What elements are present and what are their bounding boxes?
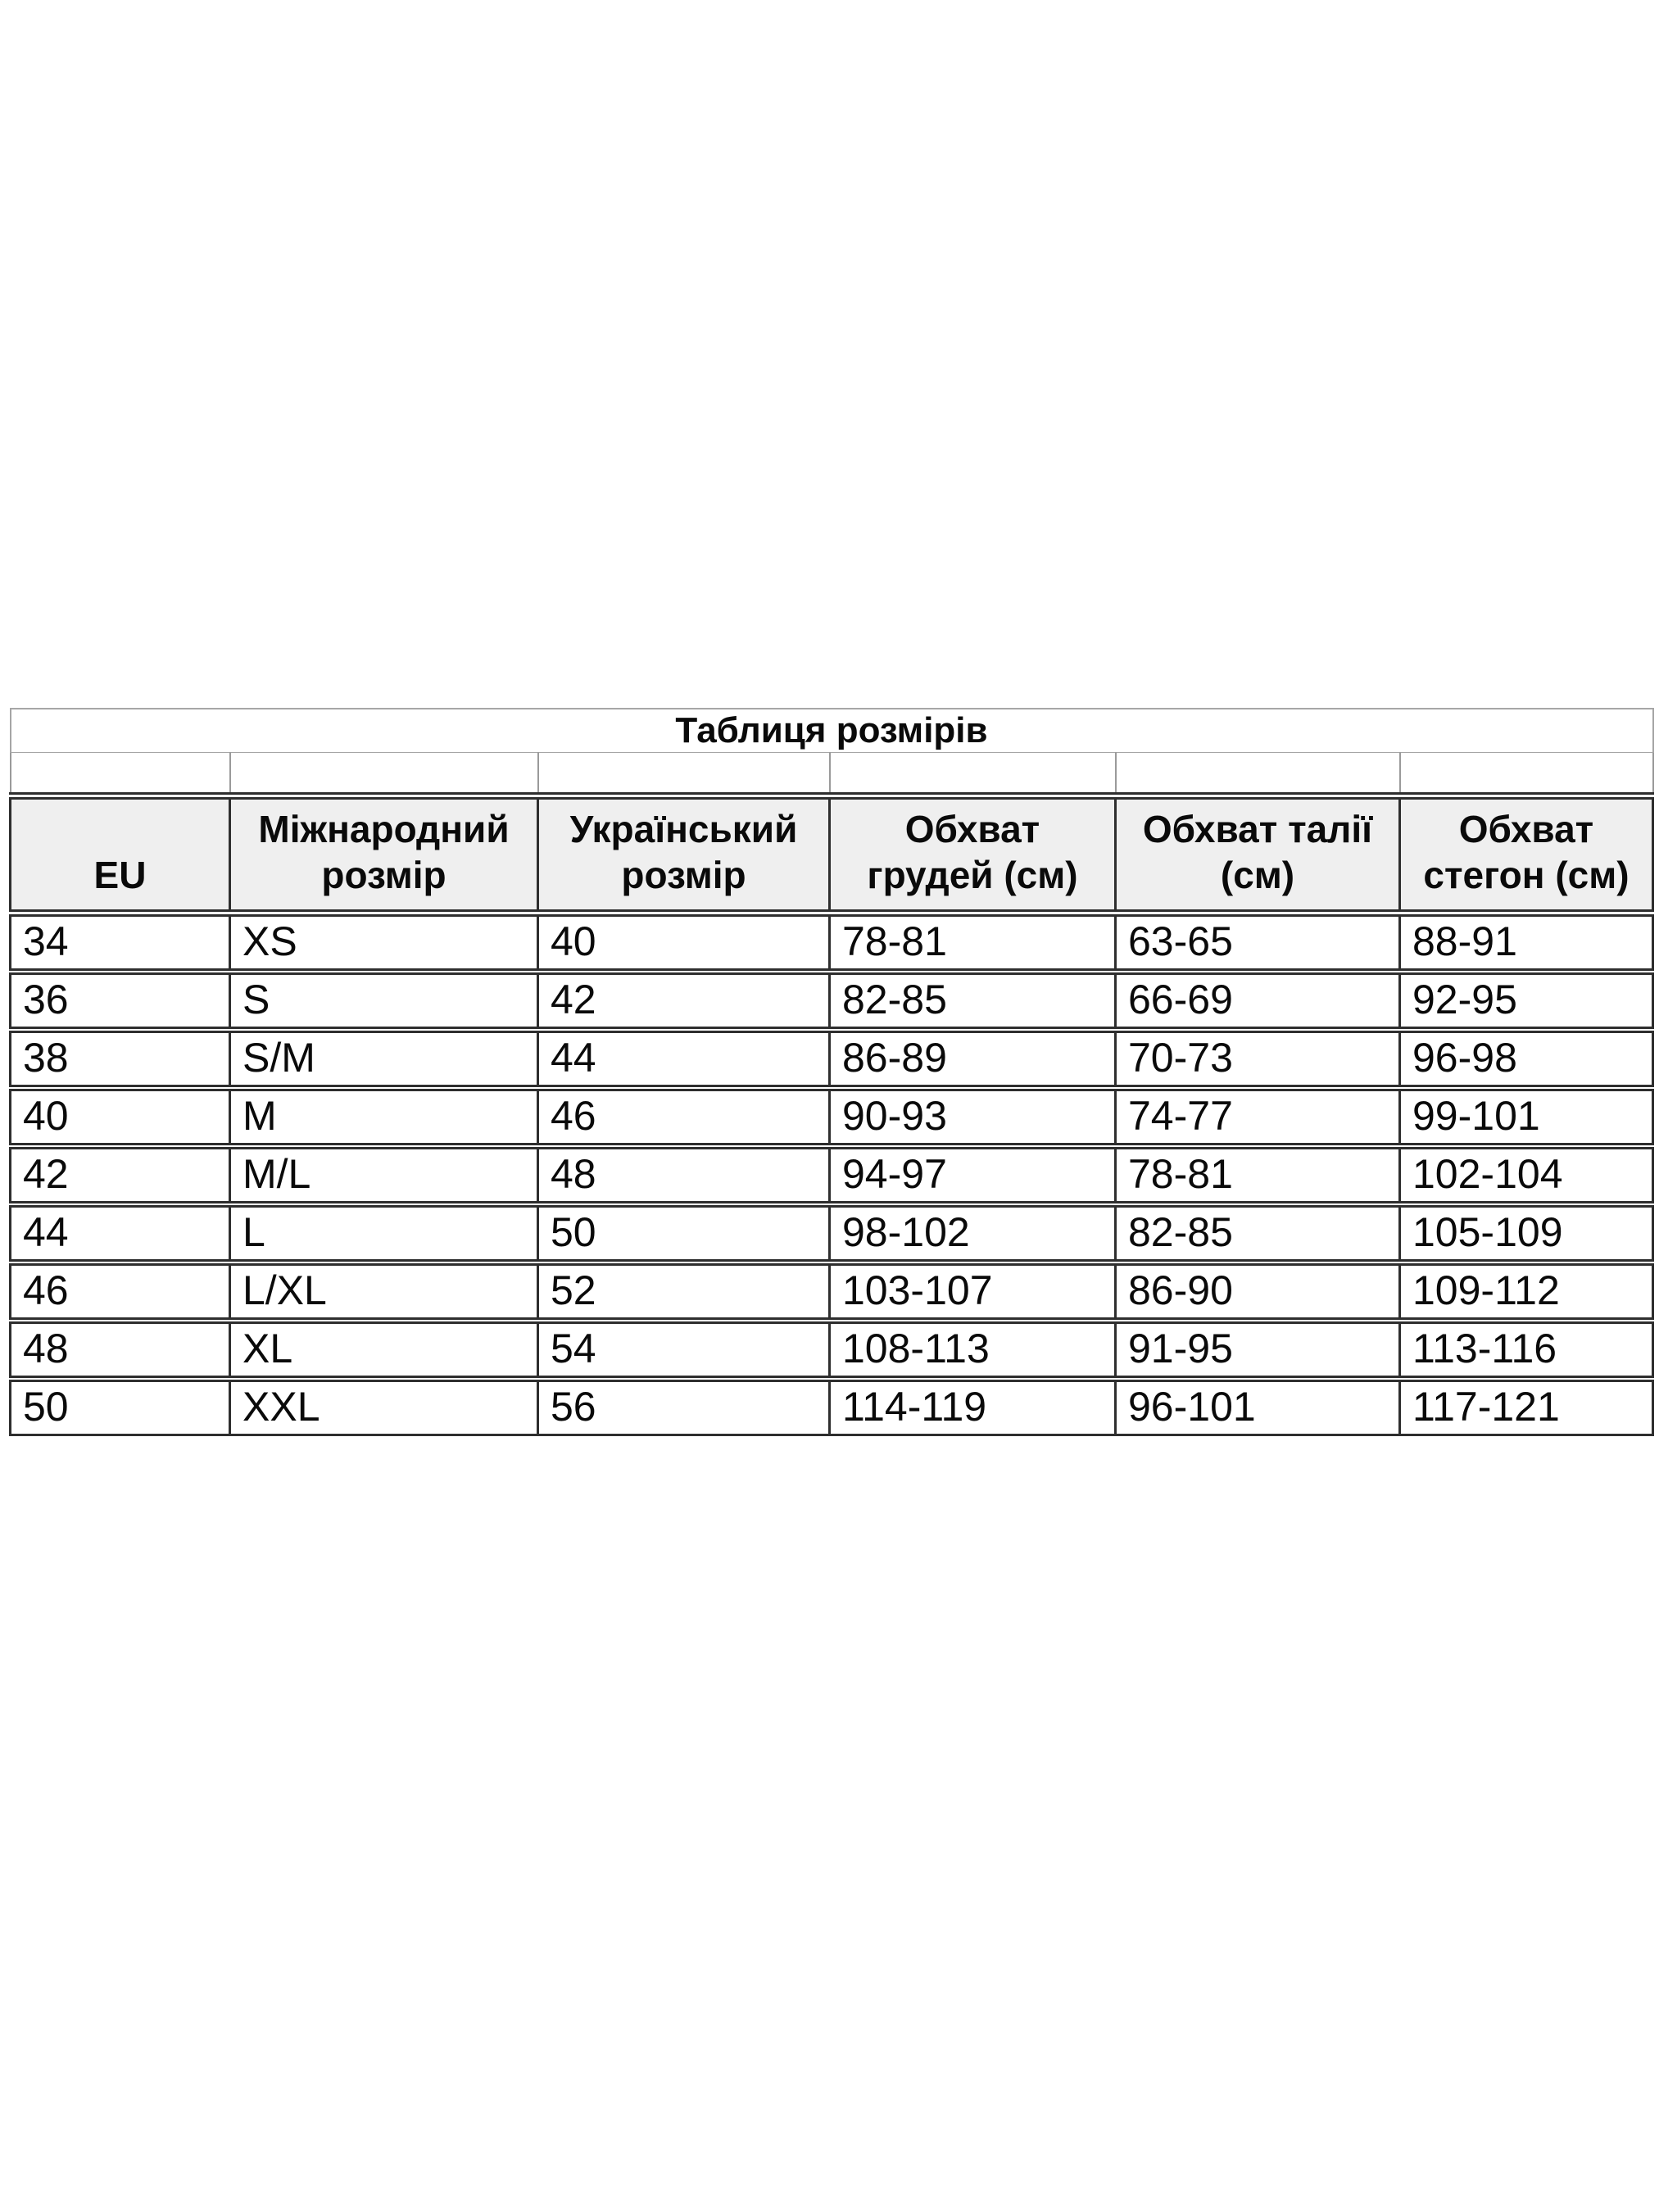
table-cell: 54 <box>537 1319 831 1382</box>
table-cell: 82-85 <box>1114 1203 1401 1266</box>
table-cell: 114-119 <box>828 1377 1117 1436</box>
table-cell: 70-73 <box>1114 1028 1401 1091</box>
table-cell: 82-85 <box>828 970 1117 1033</box>
table-cell: 113-116 <box>1398 1319 1654 1382</box>
table-cell: XL <box>229 1319 539 1382</box>
table-cell: 44 <box>9 1203 231 1266</box>
table-cell: 40 <box>9 1086 231 1149</box>
column-header: Український розмір <box>537 792 831 917</box>
column-header: EU <box>9 792 231 917</box>
table-row: 46 L/XL 52 103-107 86-90 109-112 <box>9 1261 1654 1324</box>
spacer-cell <box>537 752 831 797</box>
table-cell: 92-95 <box>1398 970 1654 1033</box>
table-row: 36 S 42 82-85 66-69 92-95 <box>9 970 1654 1033</box>
table-cell: 105-109 <box>1398 1203 1654 1266</box>
table-cell: S/M <box>229 1028 539 1091</box>
table-cell: 78-81 <box>1114 1145 1401 1208</box>
spacer-cell <box>9 752 231 797</box>
table-cell: 98-102 <box>828 1203 1117 1266</box>
table-row: 50 XXL 56 114-119 96-101 117-121 <box>9 1377 1654 1436</box>
size-table-body: 34 XS 40 78-81 63-65 88-91 36 S 42 82-85 66-69 92-9… <box>9 912 1654 1436</box>
size-table-title-row: Таблиця розмірів <box>9 708 1654 753</box>
table-cell: 38 <box>9 1028 231 1091</box>
table-cell: 103-107 <box>828 1261 1117 1324</box>
spacer-row <box>9 752 1654 797</box>
table-cell: 50 <box>9 1377 231 1436</box>
table-cell: S <box>229 970 539 1033</box>
size-table: Таблиця розмірів EU Міжнародний розмір Укр… <box>9 708 1654 1436</box>
table-cell: 74-77 <box>1114 1086 1401 1149</box>
table-cell: 48 <box>9 1319 231 1382</box>
spacer-cell <box>1398 752 1654 797</box>
column-header: Обхват талії (см) <box>1114 792 1401 917</box>
size-table-title: Таблиця розмірів <box>9 708 1654 753</box>
table-cell: 86-89 <box>828 1028 1117 1091</box>
table-cell: 117-121 <box>1398 1377 1654 1436</box>
table-cell: XXL <box>229 1377 539 1436</box>
table-cell: 94-97 <box>828 1145 1117 1208</box>
table-row: 40 M 46 90-93 74-77 99-101 <box>9 1086 1654 1149</box>
spacer-cell <box>828 752 1117 797</box>
table-cell: 46 <box>537 1086 831 1149</box>
table-cell: 90-93 <box>828 1086 1117 1149</box>
table-cell: XS <box>229 912 539 975</box>
spacer-cell <box>229 752 539 797</box>
table-cell: 78-81 <box>828 912 1117 975</box>
table-row: 34 XS 40 78-81 63-65 88-91 <box>9 912 1654 975</box>
column-header: Обхват стегон (см) <box>1398 792 1654 917</box>
table-row: 48 XL 54 108-113 91-95 113-116 <box>9 1319 1654 1382</box>
table-cell: 63-65 <box>1114 912 1401 975</box>
table-cell: L <box>229 1203 539 1266</box>
table-row: 42 M/L 48 94-97 78-81 102-104 <box>9 1145 1654 1208</box>
table-cell: M/L <box>229 1145 539 1208</box>
table-cell: 102-104 <box>1398 1145 1654 1208</box>
table-cell: 44 <box>537 1028 831 1091</box>
table-cell: 46 <box>9 1261 231 1324</box>
table-cell: 96-98 <box>1398 1028 1654 1091</box>
table-row: 44 L 50 98-102 82-85 105-109 <box>9 1203 1654 1266</box>
table-cell: 99-101 <box>1398 1086 1654 1149</box>
table-cell: L/XL <box>229 1261 539 1324</box>
table-cell: 50 <box>537 1203 831 1266</box>
column-header-row: EU Міжнародний розмір Український розмір Об… <box>9 792 1654 917</box>
table-cell: 96-101 <box>1114 1377 1401 1436</box>
spacer-cell <box>1114 752 1401 797</box>
column-header: Міжнародний розмір <box>229 792 539 917</box>
table-cell: 56 <box>537 1377 831 1436</box>
table-cell: M <box>229 1086 539 1149</box>
table-cell: 42 <box>9 1145 231 1208</box>
table-cell: 86-90 <box>1114 1261 1401 1324</box>
table-cell: 42 <box>537 970 831 1033</box>
column-header: Обхват грудей (см) <box>828 792 1117 917</box>
table-cell: 34 <box>9 912 231 975</box>
table-row: 38 S/M 44 86-89 70-73 96-98 <box>9 1028 1654 1091</box>
table-cell: 109-112 <box>1398 1261 1654 1324</box>
table-cell: 66-69 <box>1114 970 1401 1033</box>
table-cell: 52 <box>537 1261 831 1324</box>
table-cell: 108-113 <box>828 1319 1117 1382</box>
table-cell: 48 <box>537 1145 831 1208</box>
table-cell: 88-91 <box>1398 912 1654 975</box>
table-cell: 91-95 <box>1114 1319 1401 1382</box>
table-cell: 40 <box>537 912 831 975</box>
table-cell: 36 <box>9 970 231 1033</box>
